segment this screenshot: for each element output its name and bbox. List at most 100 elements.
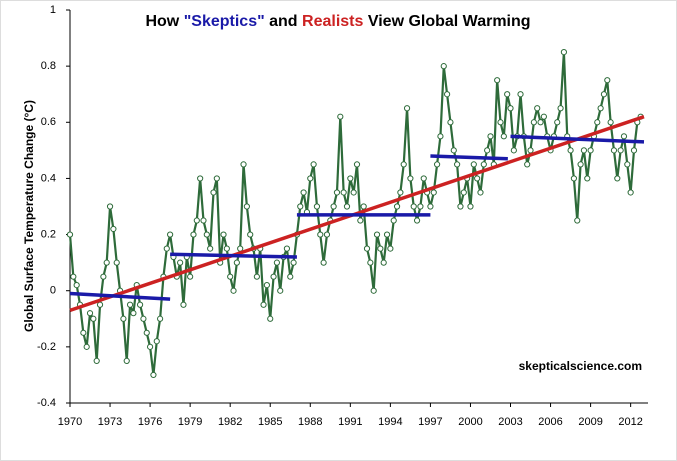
data-point	[167, 231, 174, 238]
data-point	[560, 49, 568, 56]
data-point	[570, 175, 578, 182]
data-point	[380, 259, 387, 266]
data-point	[213, 175, 220, 182]
data-point	[437, 133, 444, 140]
data-point	[504, 91, 511, 98]
data-point	[180, 301, 187, 308]
data-point	[474, 175, 481, 182]
data-point	[390, 217, 397, 224]
data-point	[333, 189, 341, 196]
data-point	[193, 217, 200, 224]
data-point	[517, 91, 524, 98]
y-tick-label: 0.8	[41, 60, 56, 72]
data-point	[604, 77, 611, 84]
data-point	[146, 343, 154, 350]
x-tick-label: 2012	[618, 416, 642, 428]
data-point	[70, 273, 77, 280]
data-point	[340, 189, 347, 196]
y-tick-label: -0.4	[37, 397, 56, 409]
data-point	[273, 259, 281, 266]
data-point	[300, 189, 307, 196]
data-point	[627, 189, 634, 196]
data-point	[397, 189, 404, 196]
data-point	[530, 119, 537, 126]
data-point	[393, 203, 401, 210]
data-point	[480, 161, 487, 168]
data-point	[447, 119, 454, 126]
data-point	[433, 161, 441, 168]
data-point	[370, 287, 377, 294]
data-point	[113, 259, 120, 266]
y-tick-label: 0	[50, 285, 56, 297]
data-point	[620, 133, 628, 140]
data-point	[534, 105, 541, 112]
data-point	[554, 119, 561, 126]
data-point	[290, 259, 297, 266]
data-point	[387, 245, 394, 252]
data-point	[73, 282, 80, 289]
data-point	[310, 161, 317, 168]
x-tick-label: 2000	[458, 416, 482, 428]
data-point	[223, 245, 230, 252]
data-point	[484, 147, 491, 154]
data-point	[253, 273, 260, 280]
data-point	[597, 105, 604, 112]
data-point	[440, 63, 447, 70]
data-point	[197, 175, 204, 182]
x-tick-label: 1970	[58, 416, 82, 428]
data-point	[106, 203, 114, 210]
title-part: Realists	[302, 13, 363, 30]
data-point	[277, 287, 284, 294]
data-point	[477, 189, 484, 196]
data-point	[617, 147, 624, 154]
series-line	[68, 52, 642, 376]
x-tick-label: 2006	[538, 416, 562, 428]
data-point	[80, 329, 87, 336]
data-point	[287, 273, 294, 280]
data-point	[600, 91, 608, 98]
x-tick-label: 2009	[578, 416, 602, 428]
data-point	[240, 161, 247, 168]
x-tick-label: 1982	[218, 416, 242, 428]
data-point	[163, 245, 170, 252]
data-point	[407, 175, 414, 182]
data-point	[343, 203, 351, 210]
data-point	[323, 231, 331, 238]
y-tick-label: 1	[50, 4, 56, 16]
data-point	[413, 217, 421, 224]
data-point	[574, 217, 581, 224]
source-label: skepticalscience.com	[519, 359, 642, 373]
data-point	[260, 301, 267, 308]
data-point	[497, 119, 504, 126]
data-point	[383, 231, 391, 238]
data-point	[283, 245, 291, 252]
data-point	[524, 161, 531, 168]
data-point	[337, 113, 344, 120]
data-point	[247, 231, 254, 238]
data-point	[90, 315, 97, 322]
data-point	[430, 189, 437, 196]
data-point	[630, 147, 638, 154]
data-point	[187, 273, 194, 280]
y-tick-label: -0.2	[37, 341, 56, 353]
data-point	[500, 133, 507, 140]
data-point	[263, 282, 270, 289]
data-point	[454, 161, 461, 168]
data-point	[220, 231, 227, 238]
x-tick-label: 1976	[138, 416, 162, 428]
data-point	[110, 225, 117, 233]
data-point	[457, 203, 464, 210]
data-point	[267, 315, 274, 322]
data-point	[444, 91, 451, 98]
data-point	[624, 161, 631, 168]
data-point	[210, 189, 217, 196]
data-point	[607, 119, 614, 126]
x-tick-label: 1988	[298, 416, 322, 428]
data-point	[297, 203, 304, 210]
x-tick-label: 1994	[378, 416, 402, 428]
title-part: "Skeptics"	[184, 13, 265, 30]
data-point	[427, 203, 434, 210]
data-point	[450, 147, 457, 154]
data-point	[123, 357, 130, 364]
data-point	[350, 189, 357, 196]
